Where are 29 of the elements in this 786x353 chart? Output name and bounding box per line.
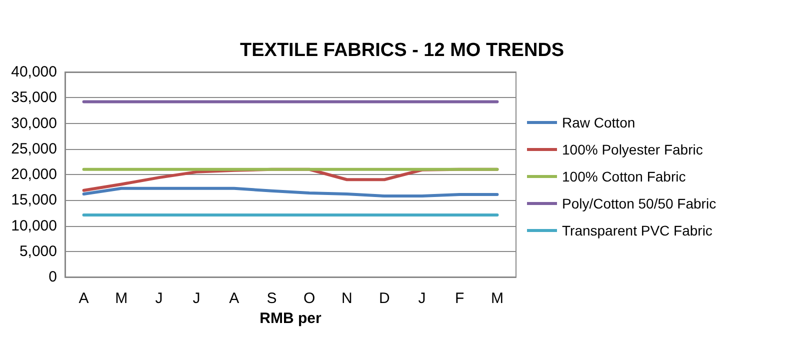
y-tick-label: 10,000 [11,217,57,234]
line-series [82,186,499,198]
y-tick-label: 15,000 [11,192,57,209]
x-axis-title: RMB per [260,310,322,327]
y-tick-label: 0 [48,268,57,286]
x-tick-label: F [455,290,464,307]
y-tick-label: 40,000 [11,64,57,80]
chart-title: TEXTILE FABRICS - 12 MO TRENDS [240,40,564,61]
legend-label: 100% Polyester Fabric [562,142,703,158]
x-tick-label: M [115,290,128,307]
y-tick-label: 25,000 [11,140,57,158]
x-tick-label: S [266,290,277,307]
x-tick-label: M [490,290,504,307]
y-tick-label: 20,000 [11,166,57,183]
x-tick-label: A [78,290,89,307]
legend-label: Poly/Cotton 50/50 Fabric [562,196,716,212]
legend-label: Raw Cotton [562,114,636,130]
x-tick-label: J [155,290,163,307]
y-tick-label: 35,000 [11,89,57,106]
x-tick-label: A [229,290,240,307]
y-tick-label: 5,000 [19,242,57,260]
x-tick-label: J [418,290,426,307]
legend-label: Transparent PVC Fabric [562,222,712,238]
y-tick-label: 30,000 [11,114,57,132]
x-tick-label: D [379,290,390,307]
x-tick-label: N [341,290,352,307]
legend-label: 100% Cotton Fabric [562,168,686,184]
x-tick-label: J [192,290,200,307]
x-tick-label: O [303,290,316,307]
